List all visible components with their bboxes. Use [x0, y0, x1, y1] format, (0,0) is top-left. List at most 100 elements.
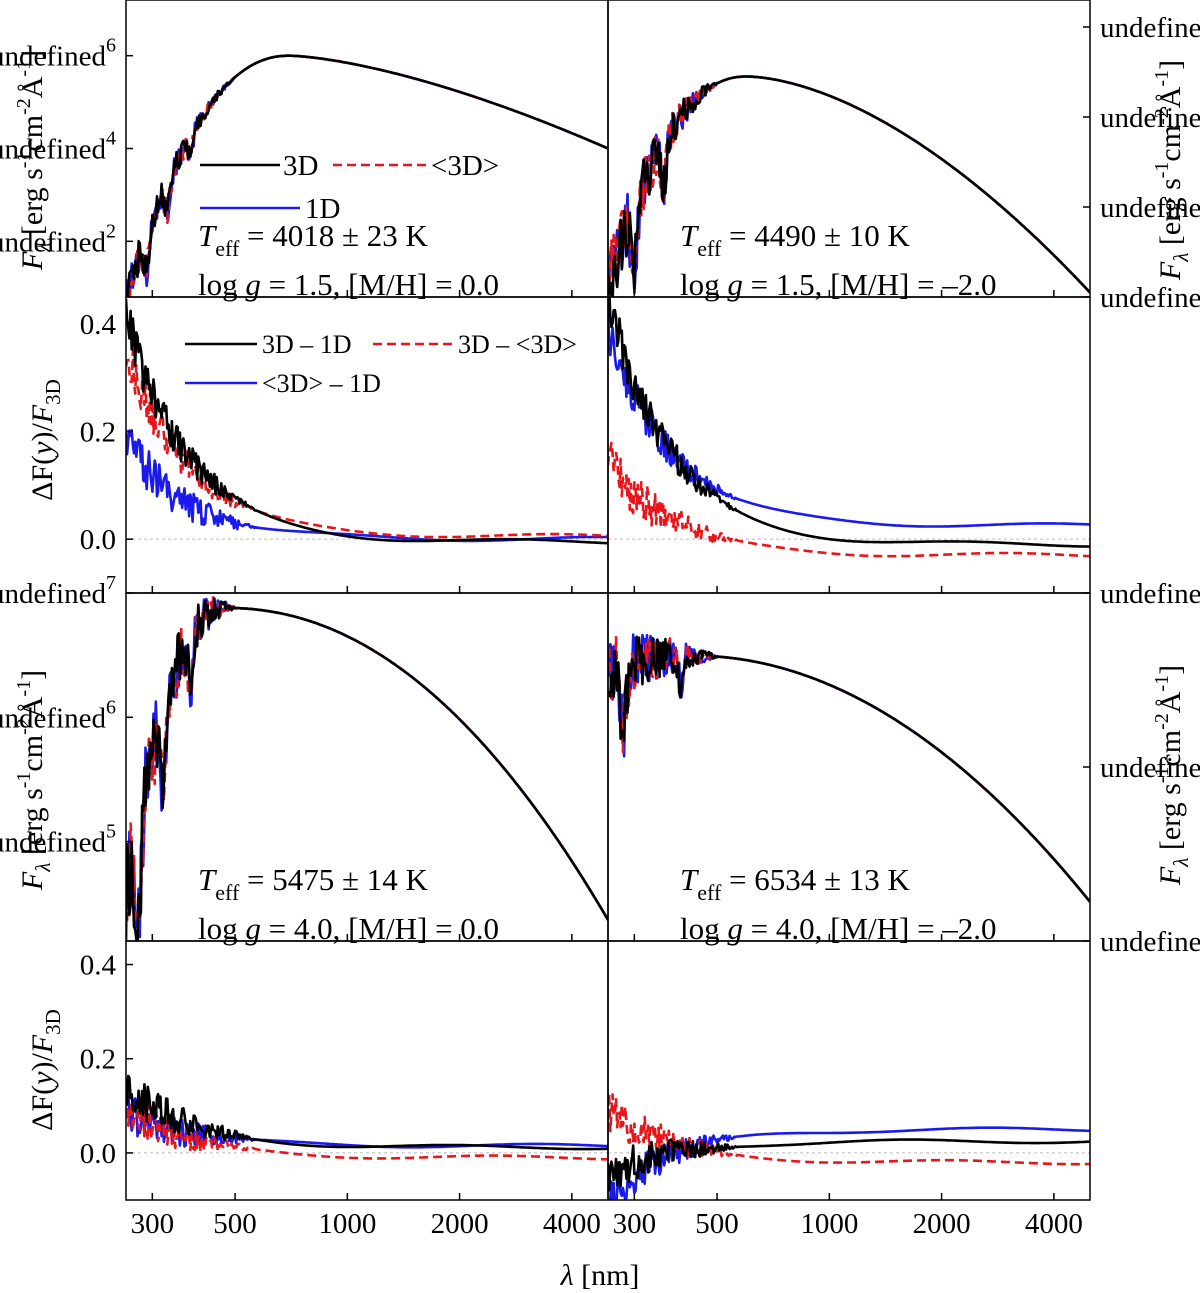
delta-line-a [608, 297, 1090, 548]
panel-frame [607, 296, 1091, 594]
x-axis-title: λ [nm] [560, 1259, 640, 1292]
flux-panel-top-left [126, 54, 608, 297]
flux-ytick-label: undefined7 [1100, 6, 1200, 44]
unit-exp: -1 [1151, 70, 1173, 87]
tick-base: undefined [1100, 926, 1200, 958]
flux-ytick-label: undefined4 [1100, 276, 1200, 314]
teff-symbol: T [680, 218, 700, 253]
flux-y-title-bottom-left: Fλ [erg s-1cm-2Å-1] [13, 670, 55, 891]
unit-angstrom: Å [1154, 691, 1187, 713]
tick-base: undefined [1100, 578, 1200, 610]
params-label: log g = 4.0, [M/H] = 0.0 [198, 911, 499, 946]
unit-exp: -1 [13, 772, 35, 789]
flux-line-3D [608, 75, 1090, 297]
flux-symbol: F [16, 871, 49, 891]
delta-line-a [608, 1138, 1090, 1192]
teff-symbol: T [198, 862, 218, 897]
xtick-label: 2000 [913, 1208, 971, 1240]
flux-line-3D [126, 54, 608, 297]
teff-subscript: eff [697, 236, 722, 261]
teff-subscript: eff [697, 880, 722, 905]
delta-line-b [126, 349, 608, 539]
unit-exp: -1 [13, 60, 35, 77]
flux-symbol: F [1154, 261, 1187, 281]
gravity-symbol: g [245, 267, 261, 302]
delta-line-b [608, 441, 1090, 558]
delta-ytick-label: 0.4 [80, 950, 117, 982]
xtick-label: 500 [695, 1208, 739, 1240]
tick-base: undefined [0, 134, 106, 166]
lambda-symbol: λ [560, 1259, 574, 1292]
teff-label: Teff = 4018 ± 23 K [198, 218, 429, 261]
tick-exponent: 6 [106, 696, 116, 718]
flux-ytick-label: undefined4 [1100, 920, 1200, 958]
unit-cm: cm [1154, 730, 1187, 767]
delta-f: ΔF( [26, 1085, 59, 1131]
teff-symbol: T [680, 862, 700, 897]
flux-subscript: λ [1169, 253, 1193, 263]
delta-panel-bottom-right [608, 1091, 1090, 1200]
flux-subscript: λ [31, 863, 55, 873]
flux-subscript: λ [1169, 858, 1193, 868]
teff-value: = 5475 ± 14 K [239, 862, 428, 897]
flux-symbol: F [1154, 866, 1187, 886]
tick-exponent: 7 [106, 572, 116, 594]
delta-y-title-top: ΔF(y)/F3D [26, 379, 65, 501]
flux-panel-bottom-left [126, 596, 608, 941]
flux-line-3D [126, 597, 608, 941]
delta-ytick-label: 0.2 [80, 1044, 116, 1076]
xtick-label: 300 [131, 1208, 175, 1240]
unit-cm: cm [1154, 125, 1187, 162]
unit-exp: -1 [1151, 675, 1173, 692]
panel-frame [125, 940, 609, 1201]
tick-base: undefined [0, 226, 106, 258]
unit-close: ] [16, 670, 49, 680]
delta-panel-top-right [608, 297, 1090, 558]
delta-ytick-label: 0.2 [80, 417, 116, 449]
params-value: = 1.5, [M/H] = –2.0 [743, 267, 997, 302]
delta-panel-bottom-left [126, 1074, 608, 1161]
flux-ytick-label: undefined6 [0, 35, 116, 73]
tick-base: undefined [0, 702, 106, 734]
tick-base: undefined [0, 41, 106, 73]
logg-prefix: log [680, 911, 727, 946]
flux-ytick-label: undefined8 [1100, 572, 1200, 610]
tick-base: undefined [0, 827, 106, 859]
panel-frames [125, 0, 1091, 1201]
delta-ytick-label: 0.0 [80, 1138, 116, 1170]
tick-exponent: 5 [106, 821, 116, 843]
xtick-label: 300 [613, 1208, 657, 1240]
teff-value: = 4018 ± 23 K [239, 218, 428, 253]
legend-label-mean3d: <3D> [431, 150, 499, 182]
unit-exp: -1 [13, 680, 35, 697]
tick-base: undefined [1100, 102, 1200, 134]
delta-slash: )/ [26, 1053, 59, 1072]
delta-line-c [608, 303, 1090, 528]
gravity-symbol: g [727, 267, 743, 302]
delta-ytick-label: 0.4 [80, 309, 117, 341]
legend-label-c: <3D> – 1D [262, 369, 381, 398]
params-label: log g = 1.5, [M/H] = 0.0 [198, 267, 499, 302]
panel-frame [607, 940, 1091, 1201]
delta-line-b [608, 1091, 1090, 1166]
unit-erg-s: [erg s [16, 788, 49, 862]
unit-cm: cm [16, 735, 49, 772]
text-layer: Teff = 4018 ± 23 K log g = 1.5, [M/H] = 0… [0, 6, 1200, 1292]
y-symbol: y [26, 441, 59, 458]
xtick-label: 1000 [318, 1208, 376, 1240]
legend-label-b: 3D – <3D> [458, 330, 577, 359]
teff-label: Teff = 5475 ± 14 K [198, 862, 429, 905]
unit-exp: -1 [1151, 767, 1173, 784]
unit-exp: -2 [13, 98, 35, 115]
flux-symbol: F [26, 404, 59, 424]
teff-subscript: eff [215, 236, 240, 261]
delta-line-a [126, 1074, 608, 1151]
unit-erg-s: [erg s [1154, 178, 1187, 252]
flux-ytick-label: undefined7 [0, 572, 116, 610]
unit-cm: cm [16, 115, 49, 152]
tick-base: undefined [1100, 752, 1200, 784]
delta-f: ΔF( [26, 455, 59, 501]
logg-prefix: log [198, 267, 245, 302]
teff-value: = 4490 ± 10 K [721, 218, 910, 253]
unit-close: ] [1154, 665, 1187, 675]
